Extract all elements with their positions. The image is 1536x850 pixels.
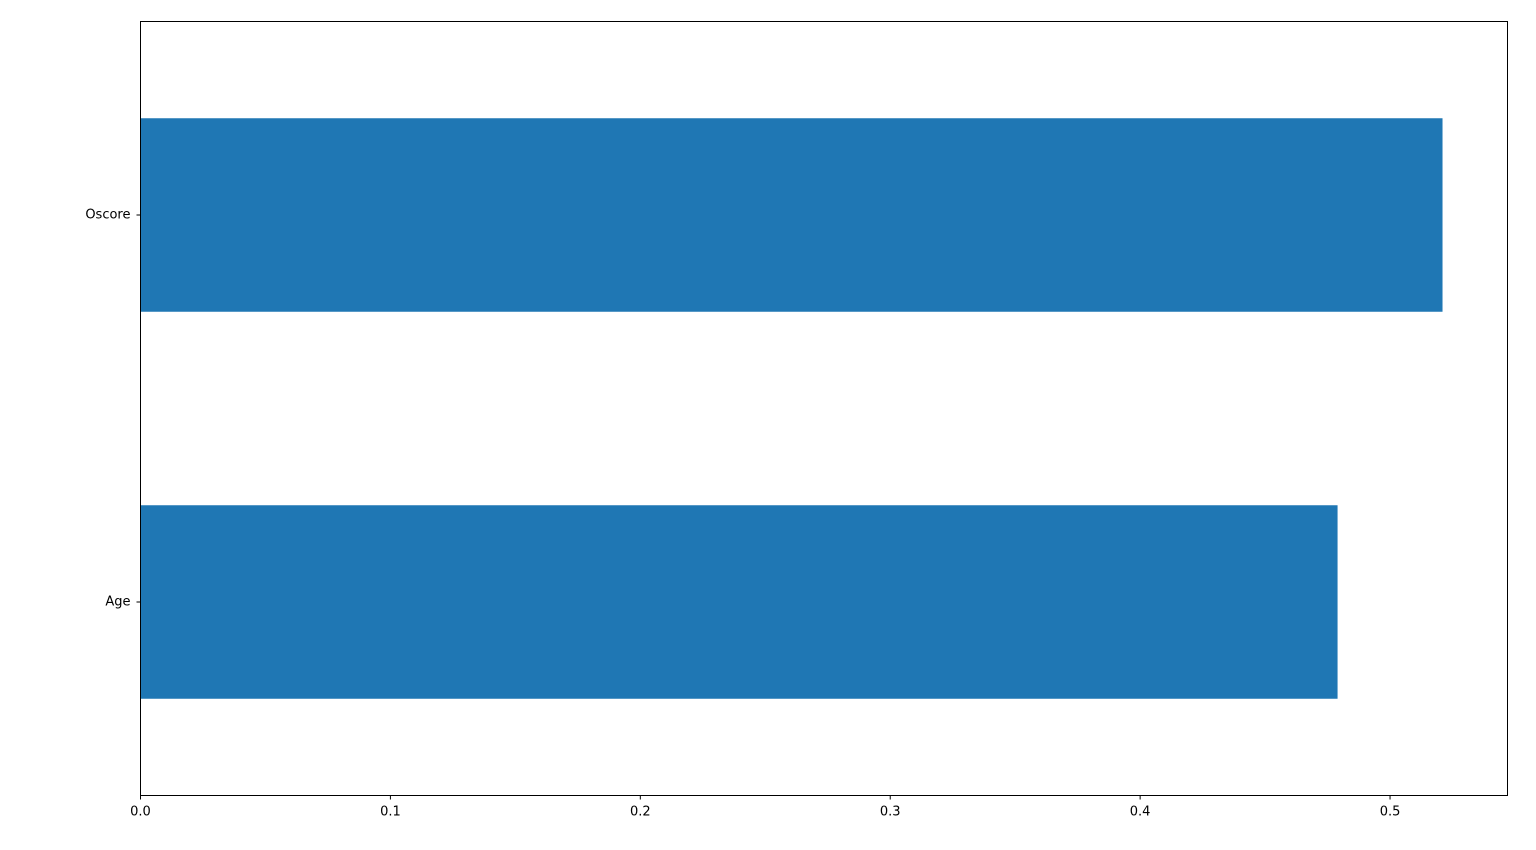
y-tick-label: Oscore xyxy=(85,208,130,223)
y-tick-label: Age xyxy=(105,595,130,610)
x-tick-label: 0.3 xyxy=(880,805,901,820)
x-tick-label: 0.4 xyxy=(1130,805,1151,820)
plot-frame xyxy=(140,21,1508,796)
x-tick-label: 0.1 xyxy=(380,805,401,820)
bars-layer xyxy=(140,118,1443,699)
bar-oscore xyxy=(140,118,1443,312)
x-tick-label: 0.2 xyxy=(630,805,651,820)
axes-layer: Age Oscore 0.0 0.1 0.2 0.3 0.4 0.5 xyxy=(85,208,1400,820)
x-tick-label: 0.0 xyxy=(130,805,151,820)
x-tick-label: 0.5 xyxy=(1380,805,1401,820)
bar-age xyxy=(140,505,1338,699)
